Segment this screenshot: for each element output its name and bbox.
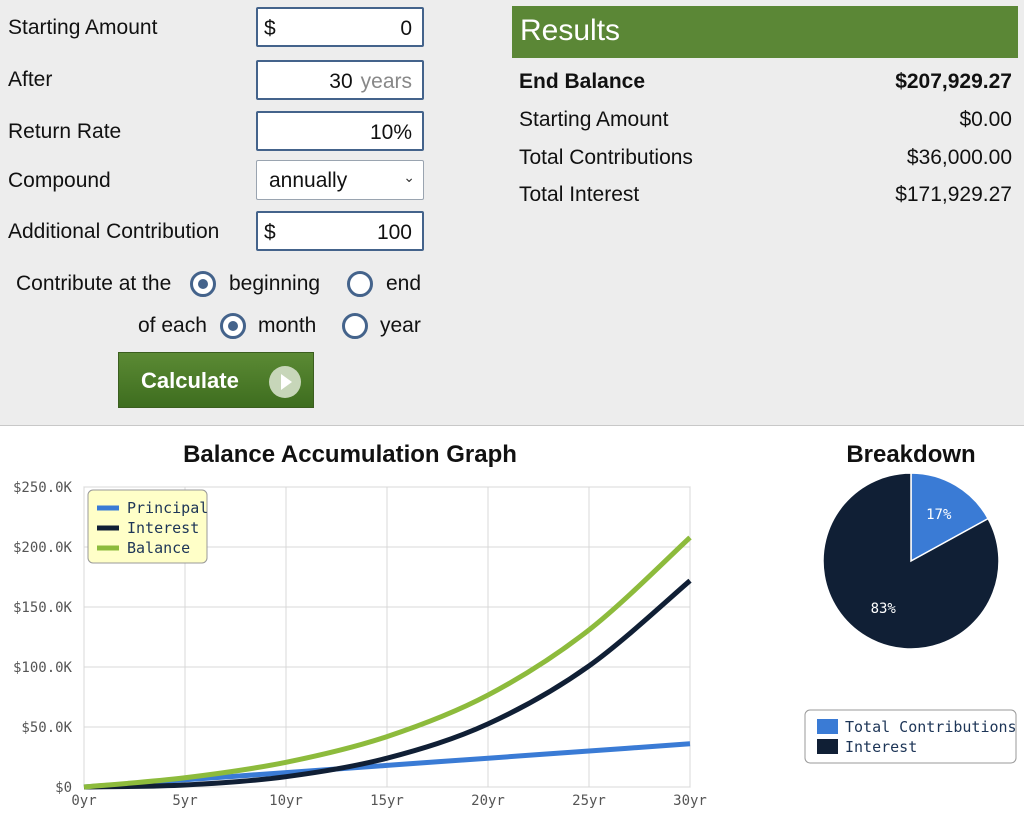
legend-label: Interest <box>127 519 199 537</box>
balance-accumulation-chart: 0yr 5yr 10yr 15yr 20yr 25yr 30yr $0 $50.0K $100.0… <box>13 480 707 809</box>
radio-month[interactable] <box>220 313 246 339</box>
return-rate-input[interactable]: 10% <box>256 111 424 151</box>
starting-amount-value: 0 <box>400 17 412 40</box>
y-tick-label: $200.0K <box>13 540 73 556</box>
series-line-balance <box>83 535 692 790</box>
total-interest-label: Total Interest <box>519 183 640 206</box>
starting-amount-label: Starting Amount <box>8 16 158 39</box>
x-tick-label: 25yr <box>572 793 606 809</box>
contribute-at-label: Contribute at the <box>16 272 172 295</box>
additional-contribution-label: Additional Contribution <box>8 220 220 243</box>
series-line-interest <box>83 578 692 790</box>
compound-label: Compound <box>8 169 111 192</box>
return-rate-value: 10 <box>369 121 394 144</box>
legend-swatch <box>817 739 838 754</box>
beginning-label[interactable]: beginning <box>229 272 321 295</box>
chevron-down-icon: ⌄ <box>403 169 415 185</box>
end-balance-label: End Balance <box>519 70 646 93</box>
dollar-prefix: $ <box>264 17 276 40</box>
results-header: Results <box>512 6 1018 58</box>
y-tick-label: $50.0K <box>21 720 72 736</box>
total-interest-value: $171,929.27 <box>895 183 1012 206</box>
dollar-prefix: $ <box>264 221 276 244</box>
legend-swatch <box>817 719 838 734</box>
after-years-value: 30 <box>329 70 353 93</box>
y-tick-label: $0 <box>55 780 72 796</box>
x-tick-label: 30yr <box>673 793 707 809</box>
month-label[interactable]: month <box>258 314 317 337</box>
year-label[interactable]: year <box>380 314 421 337</box>
breakdown-title: Breakdown <box>846 441 976 468</box>
calculate-label: Calculate <box>141 368 239 393</box>
pie-legend: Total Contributions Interest <box>804 709 1017 764</box>
pie-slice <box>822 472 1000 650</box>
x-tick-label: 20yr <box>471 793 505 809</box>
starting-amount-input[interactable]: $ 0 <box>256 7 424 47</box>
legend-label: Principal <box>127 499 208 517</box>
end-label[interactable]: end <box>386 272 422 295</box>
end-balance-value: $207,929.27 <box>895 70 1012 93</box>
x-tick-label: 0yr <box>71 793 96 809</box>
y-tick-label: $250.0K <box>13 480 73 496</box>
y-tick-label: $150.0K <box>13 600 73 616</box>
after-label: After <box>8 68 53 91</box>
results-title: Results <box>520 14 621 47</box>
pie-slice <box>910 472 990 563</box>
pie-legend-box <box>804 709 1017 764</box>
balance-chart-title: Balance Accumulation Graph <box>183 441 517 468</box>
legend-label: Total Contributions <box>845 718 1017 736</box>
of-each-label: of each <box>138 314 207 337</box>
x-tick-label: 5yr <box>172 793 197 809</box>
additional-contribution-value: 100 <box>376 221 412 244</box>
x-tick-label: 15yr <box>370 793 404 809</box>
starting-amount-result-value: $0.00 <box>959 108 1012 131</box>
play-icon <box>269 366 301 398</box>
additional-contribution-input[interactable]: $ 100 <box>256 211 424 251</box>
after-years-input[interactable]: 30 years <box>256 60 424 100</box>
radio-year[interactable] <box>342 313 368 339</box>
total-contributions-value: $36,000.00 <box>906 146 1012 169</box>
compound-select[interactable]: annually ⌄ <box>256 160 424 200</box>
pie-value-label: 17% <box>926 507 952 523</box>
compound-value: annually <box>269 169 348 192</box>
starting-amount-result-label: Starting Amount <box>519 108 669 131</box>
legend-label: Interest <box>845 738 917 756</box>
calculator-panel: Starting Amount After Return Rate Compou… <box>0 0 1024 426</box>
radio-end[interactable] <box>347 271 373 297</box>
percent-unit: % <box>393 121 412 144</box>
breakdown-pie-chart: 17% 83% Total Contributions Interest <box>804 472 1017 764</box>
pie-value-label: 83% <box>871 601 897 617</box>
chart-legend: Principal Interest Balance <box>87 489 208 564</box>
total-contributions-label: Total Contributions <box>519 146 693 169</box>
radio-beginning[interactable] <box>190 271 216 297</box>
legend-label: Balance <box>127 539 190 557</box>
calculate-button[interactable]: Calculate <box>118 352 314 408</box>
return-rate-label: Return Rate <box>8 120 122 143</box>
x-tick-label: 10yr <box>269 793 303 809</box>
y-tick-label: $100.0K <box>13 660 73 676</box>
years-unit: years <box>360 70 412 93</box>
